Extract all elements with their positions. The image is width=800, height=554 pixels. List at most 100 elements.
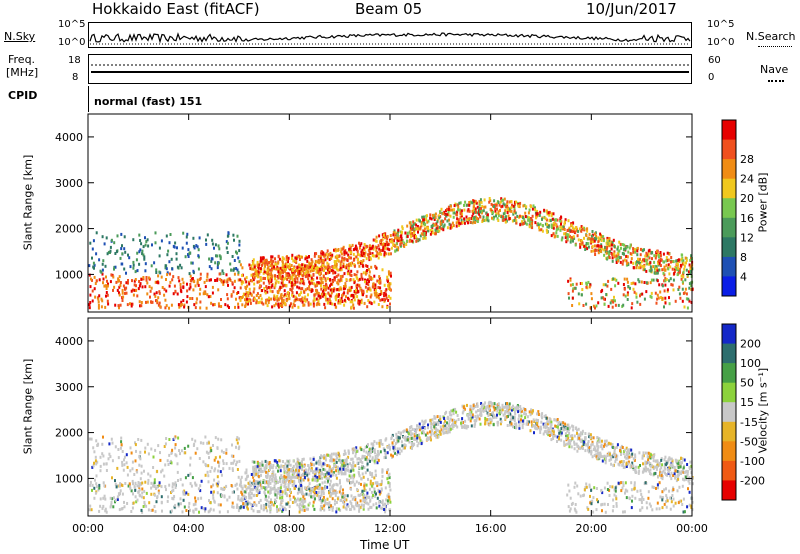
echo-cell — [541, 224, 544, 228]
echo-cell — [376, 457, 379, 461]
echo-cell — [652, 459, 655, 463]
echo-cell — [579, 446, 582, 450]
nave-label: Nave — [760, 63, 789, 76]
echo-cell — [333, 265, 336, 269]
echo-cell — [665, 505, 668, 509]
echo-cell — [299, 476, 302, 480]
echo-cell — [435, 433, 437, 436]
echo-cell — [388, 284, 391, 287]
echo-cell — [364, 278, 366, 282]
echo-cell — [659, 468, 662, 472]
echo-cell — [610, 243, 613, 247]
echo-cell — [656, 461, 659, 465]
echo-cell — [653, 267, 656, 271]
echo-cell — [418, 425, 421, 429]
echo-cell — [412, 220, 415, 224]
echo-cell — [278, 479, 281, 483]
echo-cell — [121, 288, 124, 292]
echo-cell — [276, 267, 279, 271]
echo-cell — [396, 453, 398, 457]
echo-cell — [476, 220, 479, 223]
echo-cell — [507, 405, 510, 409]
echo-cell — [483, 198, 486, 202]
echo-cell — [282, 478, 285, 482]
echo-cell — [355, 246, 358, 250]
echo-cell — [143, 255, 146, 259]
echo-cell — [360, 252, 363, 256]
echo-cell — [639, 266, 642, 270]
nsky-tick-bottom: 10^0 — [58, 37, 86, 48]
echo-cell — [649, 294, 652, 298]
echo-cell — [455, 203, 458, 207]
echo-cell — [372, 503, 375, 507]
echo-cell — [272, 470, 275, 474]
echo-cell — [510, 408, 513, 412]
echo-cell — [381, 238, 384, 242]
echo-cell — [658, 283, 661, 287]
echo-cell — [446, 207, 449, 211]
echo-cell — [615, 278, 618, 282]
echo-cell — [263, 267, 266, 271]
echo-cell — [517, 204, 520, 208]
echo-cell — [378, 439, 381, 443]
echo-cell — [210, 267, 213, 271]
echo-cell — [296, 269, 299, 273]
echo-cell — [335, 294, 338, 298]
echo-cell — [436, 218, 439, 222]
echo-cell — [376, 453, 379, 457]
echo-cell — [192, 269, 195, 273]
nave-legend-line — [768, 80, 784, 82]
echo-cell — [491, 216, 493, 220]
echo-cell — [274, 281, 277, 285]
echo-cell — [277, 280, 280, 284]
echo-cell — [601, 439, 603, 443]
echo-cell — [335, 460, 338, 464]
echo-cell — [181, 277, 184, 281]
echo-cell — [387, 280, 389, 284]
echo-cell — [285, 267, 287, 271]
echo-cell — [598, 438, 601, 442]
echo-cell — [665, 460, 668, 464]
echo-cell — [379, 249, 382, 253]
echo-cell — [157, 281, 160, 285]
echo-cell — [397, 239, 400, 243]
echo-cell — [275, 296, 278, 300]
echo-cell — [287, 260, 289, 264]
echo-cell — [307, 468, 310, 472]
echo-cell — [318, 268, 321, 271]
echo-cell — [307, 270, 309, 274]
echo-cell — [650, 278, 653, 282]
echo-cell — [526, 215, 529, 219]
echo-cell — [277, 298, 280, 302]
echo-cell — [252, 258, 255, 262]
echo-cell — [330, 291, 333, 295]
echo-cell — [247, 302, 249, 306]
echo-cell — [337, 255, 340, 259]
echo-cell — [635, 295, 638, 299]
echo-cell — [317, 299, 320, 303]
echo-cell — [632, 467, 635, 471]
echo-cell — [236, 268, 239, 272]
echo-cell — [570, 445, 573, 449]
echo-cell — [591, 440, 594, 444]
echo-cell — [453, 204, 456, 208]
echo-cell — [144, 269, 147, 273]
echo-cell — [679, 465, 682, 469]
echo-cell — [474, 215, 477, 219]
echo-cell — [291, 473, 294, 477]
echo-cell — [430, 438, 432, 442]
echo-cell — [360, 301, 363, 305]
echo-cell — [368, 270, 371, 274]
echo-cell — [307, 301, 310, 305]
echo-cell — [291, 257, 294, 260]
echo-cell — [393, 438, 396, 442]
echo-cell — [331, 287, 333, 291]
echo-cell — [342, 492, 345, 496]
echo-cell — [261, 463, 264, 467]
echo-cell — [264, 289, 267, 293]
echo-cell — [301, 287, 304, 291]
echo-cell — [268, 281, 271, 285]
echo-cell — [367, 283, 370, 287]
echo-cell — [513, 209, 516, 213]
echo-cell — [653, 260, 656, 264]
